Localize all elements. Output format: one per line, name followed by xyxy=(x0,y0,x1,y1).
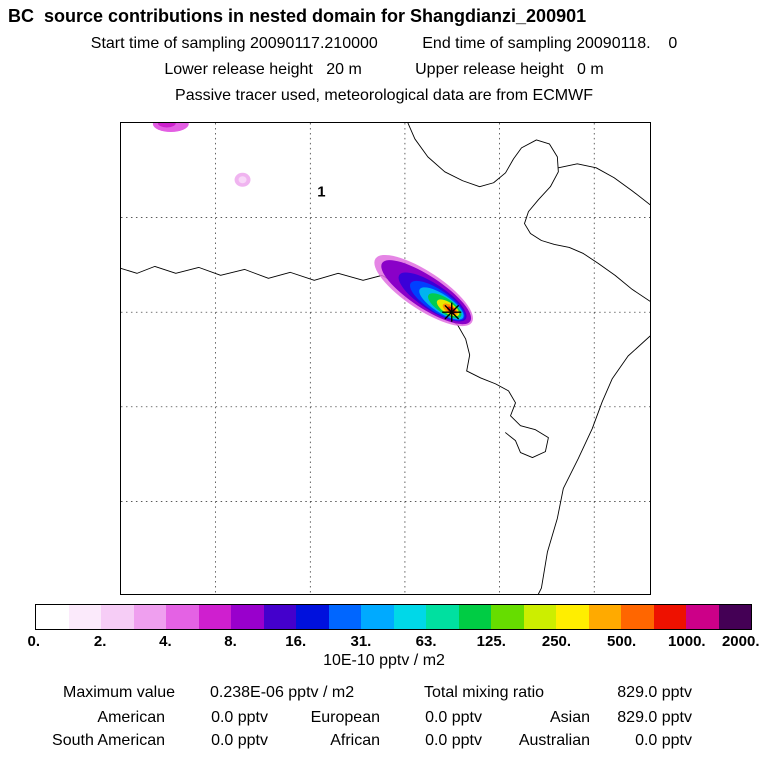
colorbar-tick-label: 8. xyxy=(224,633,237,650)
region-value: 0.0 pptv xyxy=(211,732,268,749)
colorbar-tick-label: 250. xyxy=(541,633,572,650)
colorbar-tick-label: 16. xyxy=(285,633,307,650)
colorbar-segment xyxy=(426,605,459,629)
colorbar-segment xyxy=(36,605,69,629)
colorbar-segment xyxy=(361,605,394,629)
region-label: Asian xyxy=(549,709,590,726)
region-label: African xyxy=(330,732,380,749)
tracer-patch-top-edge xyxy=(152,123,189,132)
region-value: 829.0 pptv xyxy=(617,709,692,726)
colorbar xyxy=(35,604,752,630)
graticule-gridlines xyxy=(121,123,650,594)
colorbar-segment xyxy=(458,605,491,629)
colorbar-segment xyxy=(101,605,134,629)
colorbar-tick-label: 0. xyxy=(27,633,41,650)
region-value: 0.0 pptv xyxy=(635,732,692,749)
regions-grid: American 0.0 pptv European 0.0 pptv Asian 829… xyxy=(0,708,692,750)
colorbar-segment xyxy=(231,605,264,629)
colorbar-segment xyxy=(588,605,621,629)
site-label: 1 xyxy=(317,184,325,201)
tracer-plume xyxy=(374,254,473,327)
total-mixing-ratio-value: 829.0 pptv xyxy=(617,684,692,701)
colorbar-tick-label: 4. xyxy=(159,633,172,650)
receptor-star-marker xyxy=(442,302,462,322)
summary-stats-row: Maximum value 0.238E-06 pptv / m2 Total … xyxy=(0,684,768,704)
colorbar-segment xyxy=(556,605,589,629)
total-mixing-ratio-label: Total mixing ratio xyxy=(424,684,545,701)
colorbar-tick-label: 500. xyxy=(607,633,637,650)
region-label: South American xyxy=(52,732,165,749)
sampling-time-line: Start time of sampling 20090117.210000 E… xyxy=(90,35,678,52)
region-label: American xyxy=(97,709,165,726)
map-svg: 1 xyxy=(121,123,650,594)
maximum-value-label: Maximum value xyxy=(63,684,176,701)
colorbar-segment xyxy=(296,605,329,629)
colorbar-tick-label: 2. xyxy=(93,633,107,650)
colorbar-segment xyxy=(621,605,654,629)
colorbar-tick-label: 125. xyxy=(476,633,506,650)
tracer-info-line: Passive tracer used, meteorological data… xyxy=(175,87,593,104)
tracer-patch-small xyxy=(234,172,251,187)
colorbar-segment xyxy=(328,605,361,629)
colorbar-segment xyxy=(393,605,426,629)
colorbar-segment xyxy=(523,605,556,629)
release-height-line: Lower release height 20 m Upper release … xyxy=(164,61,604,78)
maximum-value: 0.238E-06 pptv / m2 xyxy=(210,684,355,701)
colorbar-ticks: 0. 2. 4. 8. 16. 31. 63. 125. 250. 500. 1000. 2000. xyxy=(27,633,759,651)
region-label: Australian xyxy=(518,732,590,749)
colorbar-segment xyxy=(718,605,751,629)
region-label: European xyxy=(310,709,380,726)
colorbar-segment xyxy=(133,605,166,629)
colorbar-segment xyxy=(686,605,719,629)
colorbar-tick-label: 2000. xyxy=(721,633,760,650)
region-value: 0.0 pptv xyxy=(211,709,268,726)
colorbar-tick-label: 63. xyxy=(415,633,437,650)
colorbar-segment xyxy=(653,605,686,629)
colorbar-segment xyxy=(198,605,231,629)
colorbar-segment xyxy=(263,605,296,629)
map-panel: 1 xyxy=(120,122,651,595)
coastline-borders xyxy=(121,123,650,594)
colorbar-segment xyxy=(166,605,199,629)
colorbar-segment xyxy=(68,605,101,629)
figure-title: BC source contributions in nested domain… xyxy=(8,6,587,26)
colorbar-segment xyxy=(491,605,524,629)
region-value: 0.0 pptv xyxy=(425,709,482,726)
colorbar-unit-label: 10E-10 pptv / m2 xyxy=(323,652,445,669)
colorbar-tick-label: 1000. xyxy=(668,633,706,650)
colorbar-tick-label: 31. xyxy=(350,633,372,650)
region-value: 0.0 pptv xyxy=(425,732,482,749)
